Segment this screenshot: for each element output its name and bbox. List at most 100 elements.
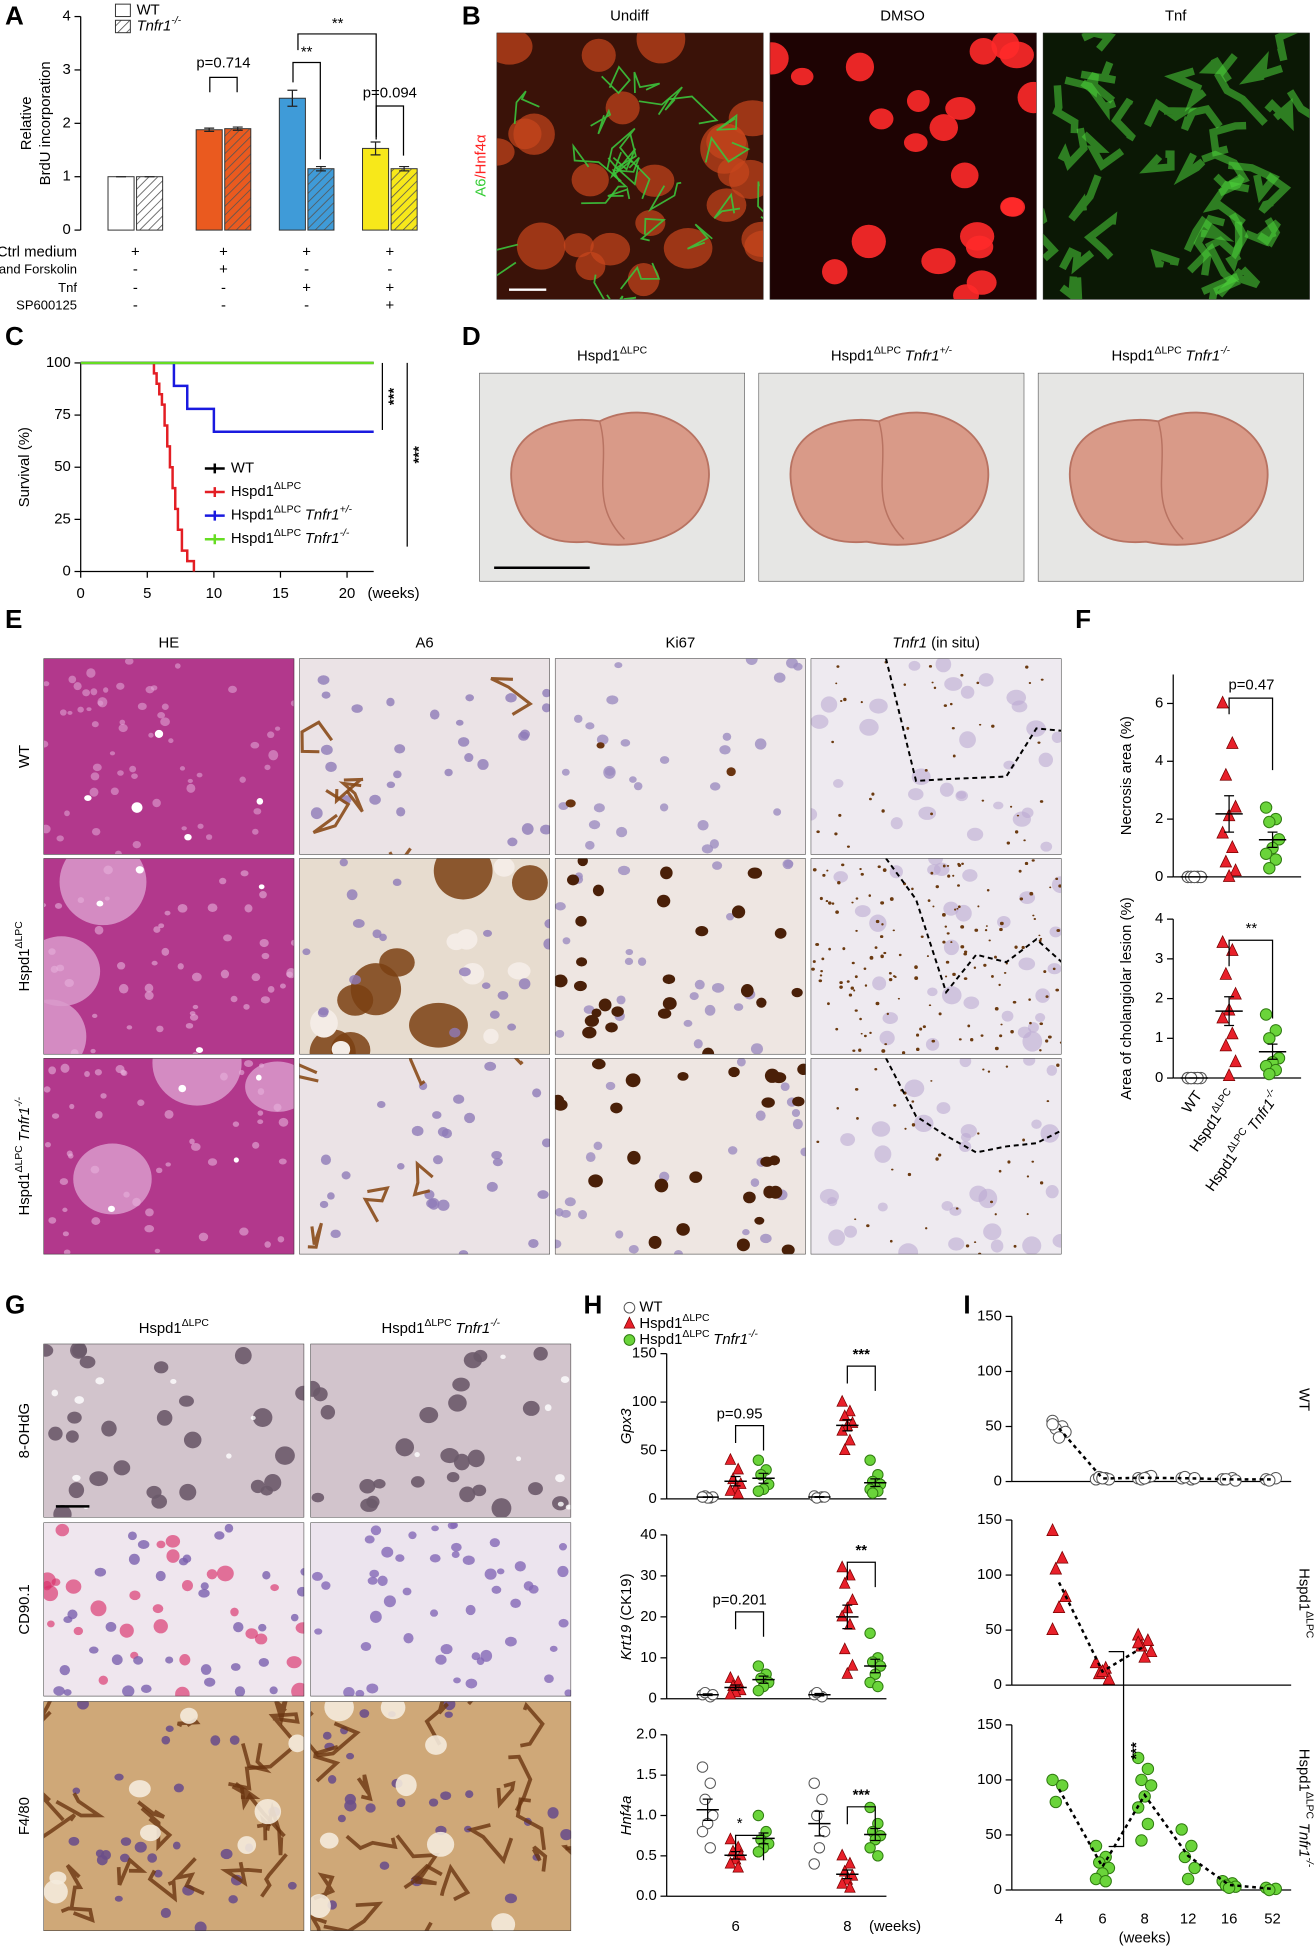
micrograph-cell (906, 726, 910, 730)
micrograph-cell (945, 97, 976, 120)
micrograph-cell (153, 926, 161, 933)
micrograph-cell (504, 1893, 517, 1904)
micrograph-cell (1055, 877, 1059, 881)
micrograph-cell (458, 737, 470, 747)
micrograph-cell (1019, 897, 1024, 901)
x-tick-label: 12 (1180, 1912, 1197, 1928)
label-part: Hspd1 (139, 1321, 182, 1337)
error-bar (315, 165, 326, 172)
micrograph-cell (290, 939, 295, 946)
micrograph-cell (153, 1619, 168, 1634)
micrograph-cell (156, 1410, 173, 1426)
y-tick-label: 150 (632, 1346, 657, 1362)
error-bar (232, 126, 243, 131)
micrograph-fiber (1286, 89, 1310, 119)
label-part: Hspd1 (17, 1172, 33, 1215)
micrograph-cell (920, 935, 924, 939)
micrograph-cell (854, 905, 871, 918)
micrograph-cell (245, 1628, 258, 1639)
micrograph-cell (942, 864, 946, 868)
data-point (1269, 853, 1282, 866)
condition-label: Ctrl medium (0, 244, 77, 260)
panel-letter: D (462, 321, 481, 351)
micrograph-cell (62, 1231, 69, 1237)
micrograph-cell (819, 1188, 839, 1205)
micrograph-cell (151, 1494, 168, 1509)
micrograph-cell (346, 889, 358, 901)
legend-label: Hspd1ΔLPC Tnfr1-/- (231, 528, 350, 547)
y-tick-label: 100 (977, 1772, 1002, 1788)
micrograph-cell (537, 1190, 549, 1199)
micrograph-cell (944, 677, 963, 691)
micrograph-cell (114, 1773, 124, 1781)
micrograph-cell (186, 783, 196, 793)
condition-sign: - (304, 262, 309, 278)
micrograph-cell (960, 925, 965, 929)
micrograph-cell (676, 1223, 690, 1236)
y-axis-label: Survival (%) (17, 427, 33, 507)
micrograph-cell (481, 982, 491, 990)
micrograph-cell (935, 1157, 939, 1161)
micrograph-cell (1056, 1063, 1060, 1067)
micrograph-cell (875, 919, 880, 924)
micrograph-cell (110, 787, 119, 796)
micrograph-cell (521, 823, 534, 835)
micrograph-cell (432, 1111, 442, 1119)
micrograph-fiber (1081, 131, 1125, 171)
micrograph-cell (930, 1080, 933, 1082)
micrograph-cell (252, 1408, 273, 1427)
micrograph-fiber (1057, 127, 1088, 171)
micrograph-cell (1026, 1175, 1030, 1178)
micrograph-cell (782, 859, 794, 870)
micrograph-cell (179, 1483, 197, 1501)
micrograph-cell (584, 1015, 600, 1027)
column-title: Tnfr1 (in situ) (892, 635, 980, 651)
data-point (846, 1658, 859, 1671)
micrograph-cell (768, 1155, 780, 1166)
micrograph-cell (288, 1734, 305, 1753)
micrograph-cell (1031, 1119, 1042, 1129)
condition-label: SP600125 (16, 297, 77, 312)
bar (224, 128, 252, 231)
label-part: ΔLPC (274, 528, 302, 539)
micrograph-cell (440, 1791, 452, 1801)
micrograph-cell (360, 1642, 372, 1651)
micrograph-cell (736, 1238, 750, 1252)
data-point (838, 1642, 851, 1655)
micrograph-cell (137, 702, 147, 711)
legend-line (204, 534, 225, 545)
data-point (1259, 1008, 1273, 1021)
micrograph-cell (68, 1836, 80, 1846)
micrograph-cell (773, 672, 786, 683)
annotation: ** (301, 44, 313, 60)
data-point (1188, 1861, 1201, 1875)
micrograph-cell (860, 1032, 863, 1035)
micrograph-cell (131, 773, 138, 779)
label-part: ΔLPC (274, 481, 302, 492)
legend-swatch (114, 19, 131, 34)
micrograph-cell (1014, 830, 1019, 834)
data-point (1259, 847, 1273, 861)
micrograph-cell (1031, 859, 1035, 862)
stain-label: A6/Hnf4α (474, 134, 490, 197)
micrograph-cell (118, 983, 129, 994)
micrograph-cell (95, 1377, 105, 1385)
micrograph-cell (673, 1249, 684, 1255)
data-point (724, 1832, 737, 1845)
micrograph-cell (981, 799, 985, 802)
micrograph-cell (851, 961, 855, 965)
micrograph-cell (1013, 1244, 1017, 1248)
micrograph-cell (1045, 1185, 1059, 1199)
micrograph-background (299, 1058, 550, 1255)
micrograph-cell (278, 1158, 287, 1165)
micrograph-cell (859, 1017, 862, 1021)
micrograph-cell (952, 754, 956, 758)
micrograph-cell (376, 1100, 386, 1109)
legend-line (204, 463, 225, 474)
micrograph-cell (564, 1197, 576, 1207)
micrograph-fiber (60, 1906, 95, 1924)
micrograph-cell (117, 961, 126, 970)
data-point (1141, 1633, 1155, 1647)
data-point (1263, 862, 1276, 875)
sem-bar (758, 1675, 769, 1684)
